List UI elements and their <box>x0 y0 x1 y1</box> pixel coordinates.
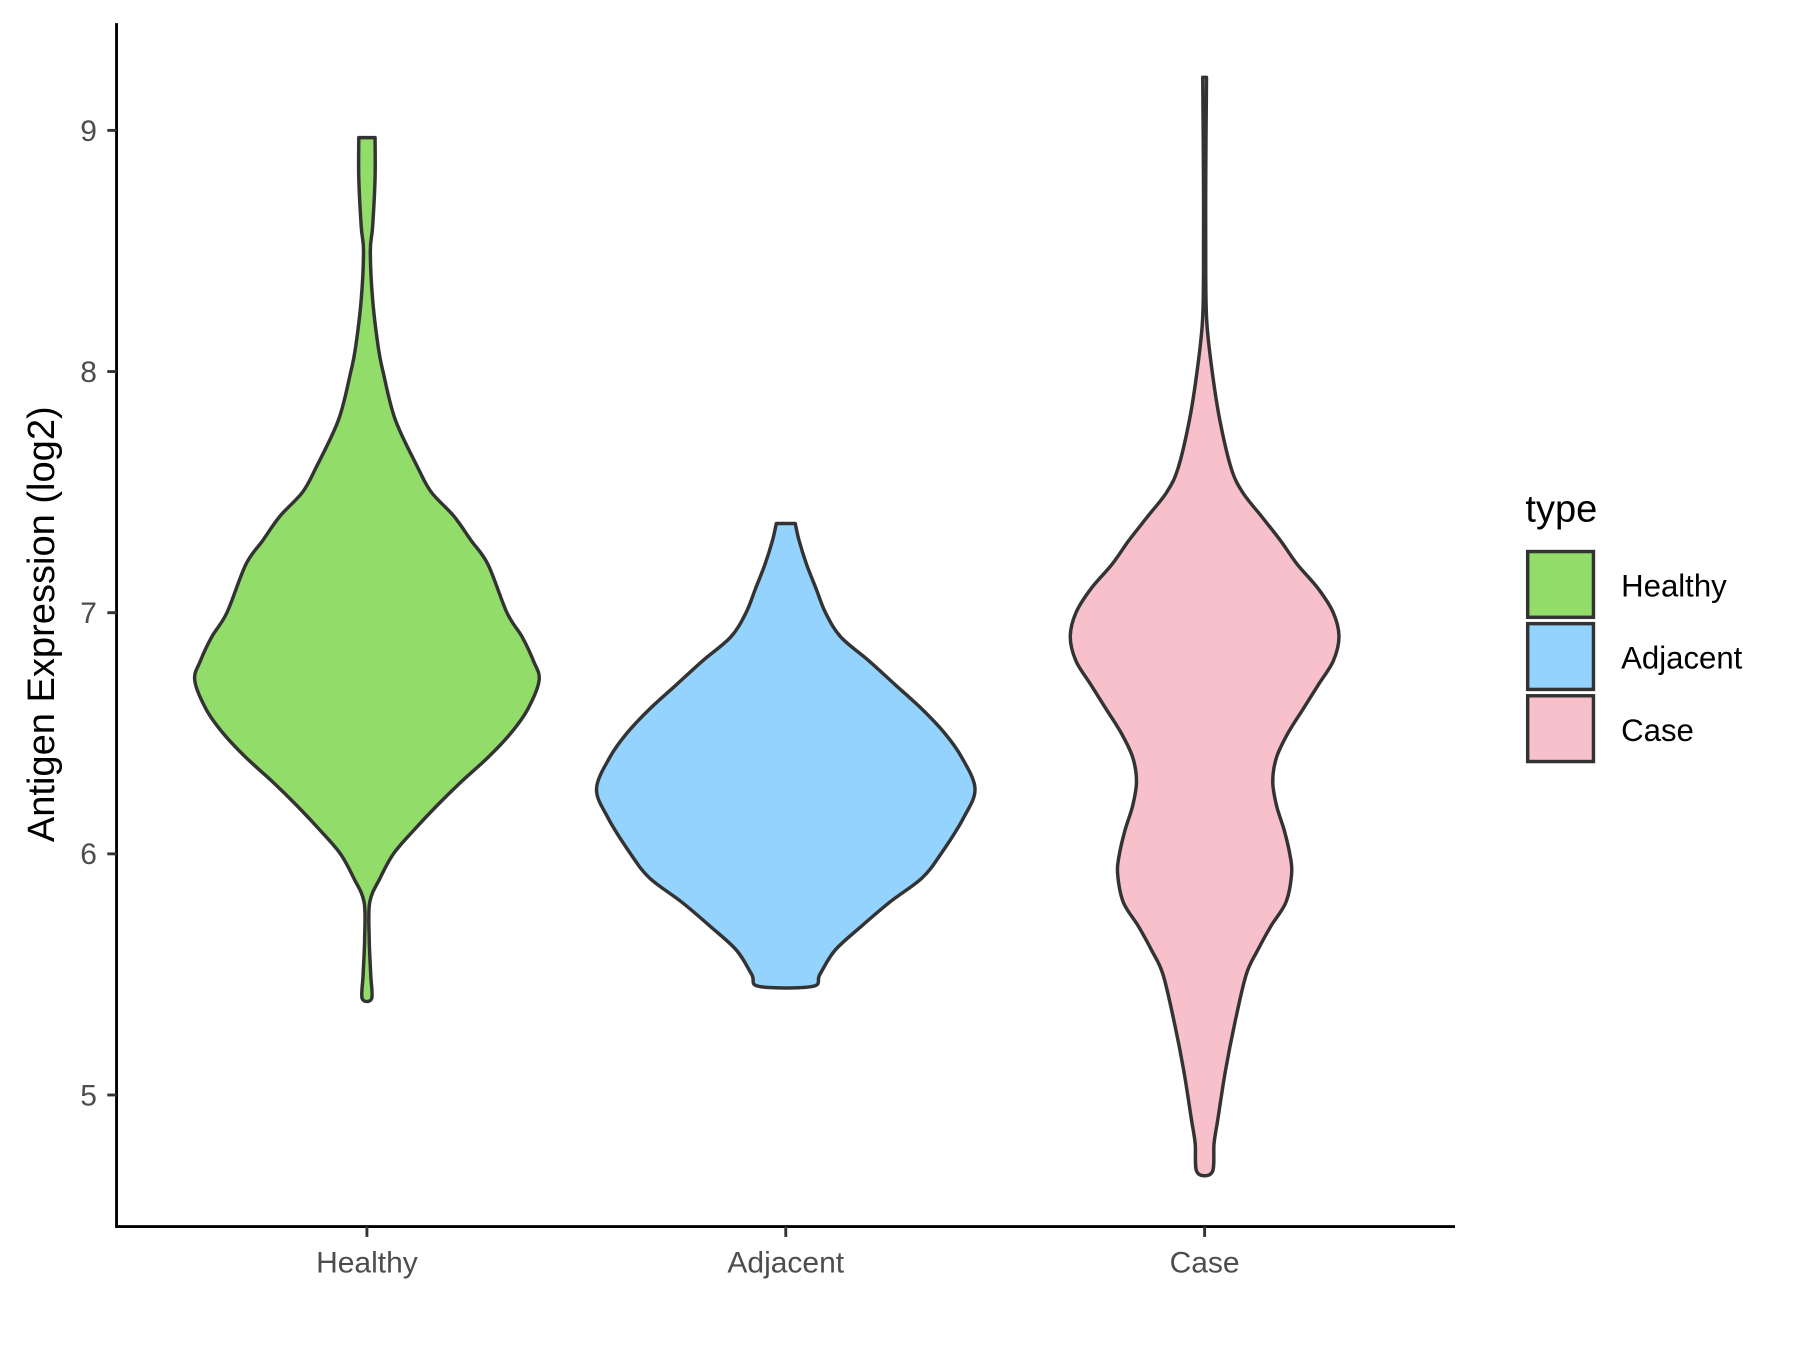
x-tick-label: Healthy <box>316 1247 418 1280</box>
violin-healthy <box>192 135 541 1004</box>
legend-key-healthy <box>1525 549 1596 620</box>
violin-case <box>1068 75 1341 1178</box>
y-tick-label: 7 <box>80 597 97 630</box>
legend-label: Adjacent <box>1621 641 1743 676</box>
violin-adjacent <box>594 521 977 990</box>
legend-key-adjacent <box>1525 621 1596 692</box>
legend-key-case <box>1525 694 1596 764</box>
legend: type Healthy Adjacent Case <box>1525 489 1743 764</box>
x-ticks: Healthy Adjacent Case <box>316 1226 1240 1280</box>
legend-title: type <box>1525 489 1597 531</box>
y-tick-label: 8 <box>80 356 97 389</box>
y-axis-title: Antigen Expression (log2) <box>21 406 63 842</box>
x-tick-label: Adjacent <box>727 1247 844 1280</box>
legend-label: Case <box>1621 713 1694 748</box>
y-tick-label: 6 <box>80 838 97 871</box>
y-ticks: 5 6 7 8 9 <box>80 115 117 1112</box>
violins <box>192 75 1341 1178</box>
x-tick-label: Case <box>1170 1247 1240 1280</box>
y-tick-label: 9 <box>80 115 97 148</box>
legend-label: Healthy <box>1621 569 1727 604</box>
y-tick-label: 5 <box>80 1079 97 1112</box>
